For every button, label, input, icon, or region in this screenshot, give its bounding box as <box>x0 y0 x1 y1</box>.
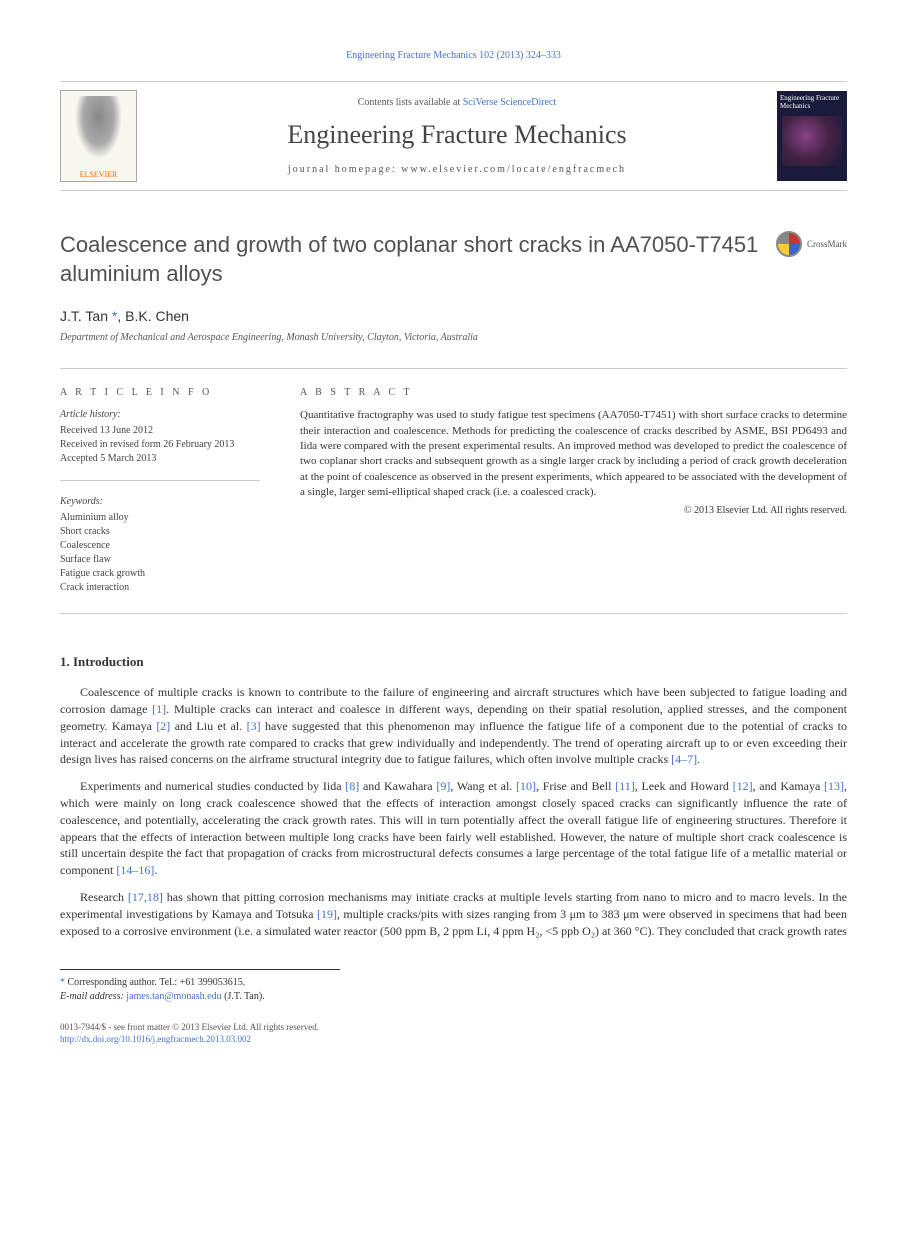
copyright: © 2013 Elsevier Ltd. All rights reserved… <box>300 505 847 516</box>
body-section: 1. Introduction Coalescence of multiple … <box>60 654 847 939</box>
p2-f: , and Kamaya <box>753 779 824 793</box>
keyword-4: Fatigue crack growth <box>60 567 260 581</box>
article-title: Coalescence and growth of two coplanar s… <box>60 231 776 288</box>
cover-title: Engineering Fracture Mechanics <box>780 94 844 110</box>
author-2: , B.K. Chen <box>117 308 189 324</box>
p2-a: Experiments and numerical studies conduc… <box>80 779 345 793</box>
history-label: Article history: <box>60 408 260 422</box>
ref-9[interactable]: [9] <box>436 779 450 793</box>
bottom-meta: 0013-7944/$ - see front matter © 2013 El… <box>60 1022 847 1045</box>
citation-header: Engineering Fracture Mechanics 102 (2013… <box>60 50 847 61</box>
abstract-label: A B S T R A C T <box>300 387 847 398</box>
article-info-col: A R T I C L E I N F O Article history: R… <box>60 387 260 595</box>
cover-image <box>782 116 842 166</box>
sciencedirect-link[interactable]: SciVerse ScienceDirect <box>463 97 557 108</box>
keyword-2: Coalescence <box>60 539 260 553</box>
homepage-url: www.elsevier.com/locate/engfracmech <box>401 164 626 175</box>
corr-text: Corresponding author. Tel.: +61 39905361… <box>68 977 246 988</box>
ref-12[interactable]: [12] <box>733 779 753 793</box>
p1-e: . <box>697 752 700 766</box>
email-label: E-mail address: <box>60 991 126 1002</box>
p2-h: . <box>154 863 157 877</box>
p3-a: Research <box>80 890 128 904</box>
ref-8[interactable]: [8] <box>345 779 359 793</box>
paragraph-3: Research [17,18] has shown that pitting … <box>60 889 847 939</box>
keyword-1: Short cracks <box>60 525 260 539</box>
ref-17-18[interactable]: [17,18] <box>128 890 163 904</box>
keyword-0: Aluminium alloy <box>60 511 260 525</box>
ref-3[interactable]: [3] <box>247 719 261 733</box>
crossmark-badge[interactable]: CrossMark <box>776 231 847 257</box>
email-line: E-mail address: james.tan@monash.edu (J.… <box>60 990 340 1004</box>
masthead-center: Contents lists available at SciVerse Sci… <box>137 97 777 175</box>
keywords-block: Keywords: Aluminium alloy Short cracks C… <box>60 495 260 595</box>
history-revised: Received in revised form 26 February 201… <box>60 438 260 452</box>
ref-10[interactable]: [10] <box>516 779 536 793</box>
keywords-label: Keywords: <box>60 495 260 509</box>
crossmark-label: CrossMark <box>807 239 847 249</box>
issn-line: 0013-7944/$ - see front matter © 2013 El… <box>60 1022 847 1034</box>
abstract-col: A B S T R A C T Quantitative fractograph… <box>300 387 847 595</box>
contents-prefix: Contents lists available at <box>358 97 463 108</box>
keyword-3: Surface flaw <box>60 553 260 567</box>
tree-icon <box>71 96 126 166</box>
ref-14-16[interactable]: [14–16] <box>116 863 154 877</box>
paragraph-1: Coalescence of multiple cracks is known … <box>60 684 847 768</box>
publisher-name: ELSEVIER <box>80 170 118 179</box>
doi-link[interactable]: http://dx.doi.org/10.1016/j.engfracmech.… <box>60 1034 251 1044</box>
title-row: Coalescence and growth of two coplanar s… <box>60 231 847 308</box>
ref-11[interactable]: [11] <box>615 779 635 793</box>
history-block: Article history: Received 13 June 2012 R… <box>60 408 260 481</box>
masthead: ELSEVIER Contents lists available at Sci… <box>60 81 847 191</box>
info-row: A R T I C L E I N F O Article history: R… <box>60 368 847 614</box>
homepage-label: journal homepage: <box>288 164 401 175</box>
history-accepted: Accepted 5 March 2013 <box>60 452 260 466</box>
page-container: Engineering Fracture Mechanics 102 (2013… <box>0 0 907 1086</box>
affiliation: Department of Mechanical and Aerospace E… <box>60 332 847 343</box>
ref-4-7[interactable]: [4–7] <box>671 752 697 766</box>
email-link[interactable]: james.tan@monash.edu <box>126 991 221 1002</box>
keyword-5: Crack interaction <box>60 581 260 595</box>
publisher-logo[interactable]: ELSEVIER <box>60 90 137 182</box>
journal-homepage: journal homepage: www.elsevier.com/locat… <box>137 164 777 175</box>
p2-b: and Kawahara <box>359 779 436 793</box>
email-suffix: (J.T. Tan). <box>224 991 265 1002</box>
crossmark-icon <box>776 231 802 257</box>
p2-d: , Frise and Bell <box>536 779 615 793</box>
article-info-label: A R T I C L E I N F O <box>60 387 260 398</box>
footnotes: * Corresponding author. Tel.: +61 399053… <box>60 969 340 1004</box>
authors: J.T. Tan *, B.K. Chen <box>60 308 847 324</box>
ref-1[interactable]: [1] <box>152 702 166 716</box>
corr-author-note: * Corresponding author. Tel.: +61 399053… <box>60 976 340 990</box>
journal-cover[interactable]: Engineering Fracture Mechanics <box>777 91 847 181</box>
author-1: J.T. Tan <box>60 308 108 324</box>
p1-c: and Liu et al. <box>170 719 246 733</box>
ref-13[interactable]: [13] <box>824 779 844 793</box>
citation-link[interactable]: Engineering Fracture Mechanics 102 (2013… <box>346 50 561 61</box>
journal-title: Engineering Fracture Mechanics <box>137 120 777 150</box>
section-1-heading: 1. Introduction <box>60 654 847 670</box>
ref-19[interactable]: [19] <box>317 907 337 921</box>
p2-g: , which were mainly on long crack coales… <box>60 779 847 877</box>
asterisk-icon: * <box>60 977 68 988</box>
paragraph-2: Experiments and numerical studies conduc… <box>60 778 847 879</box>
contents-line: Contents lists available at SciVerse Sci… <box>137 97 777 108</box>
ref-2[interactable]: [2] <box>156 719 170 733</box>
history-received: Received 13 June 2012 <box>60 424 260 438</box>
abstract-text: Quantitative fractography was used to st… <box>300 408 847 500</box>
p2-e: , Leek and Howard <box>635 779 733 793</box>
p2-c: , Wang et al. <box>450 779 516 793</box>
